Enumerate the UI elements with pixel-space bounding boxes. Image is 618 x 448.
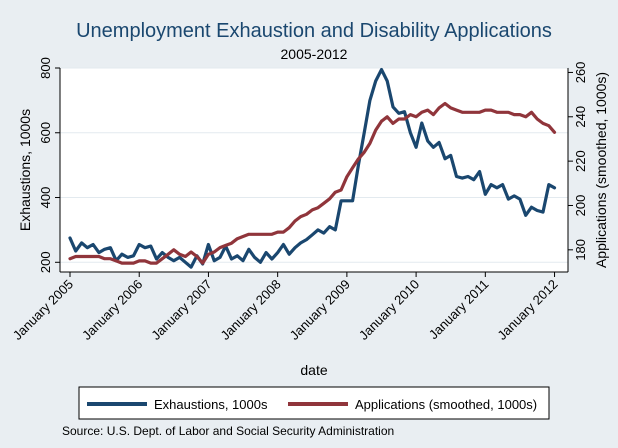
- legend: Exhaustions, 1000s Applications (smoothe…: [78, 386, 550, 420]
- x-tick-label: January 2008: [217, 277, 283, 343]
- left-tick-label: 200: [38, 251, 53, 273]
- y-axis-label-right: Applications (smoothed, 1000s): [593, 72, 609, 268]
- x-tick-label: January 2012: [494, 277, 560, 343]
- right-tick-label: 180: [573, 239, 588, 261]
- x-tick-label: January 2007: [148, 277, 214, 343]
- right-tick-label: 220: [573, 150, 588, 172]
- series-lines: [68, 67, 557, 269]
- x-tick-label: January 2006: [79, 277, 145, 343]
- legend-label-exhaustions: Exhaustions, 1000s: [154, 397, 268, 412]
- left-tick-label: 600: [38, 122, 53, 144]
- axes: [59, 68, 569, 273]
- x-axis-label: date: [300, 362, 327, 378]
- legend-label-applications: Applications (smoothed, 1000s): [355, 397, 537, 412]
- x-tick-label: January 2010: [356, 277, 422, 343]
- x-tick-label: January 2005: [10, 277, 76, 343]
- left-tick-label: 800: [38, 57, 53, 79]
- y-axis-label-left: Exhaustions, 1000s: [17, 109, 33, 231]
- gridlines: [60, 67, 568, 263]
- series-line-applications: [68, 101, 557, 265]
- right-tick-label: 260: [573, 62, 588, 84]
- x-tick-label: January 2009: [287, 277, 353, 343]
- plot-area: [59, 67, 569, 273]
- source-note: Source: U.S. Dept. of Labor and Social S…: [62, 424, 394, 438]
- chart-title: Unemployment Exhaustion and Disability A…: [76, 20, 552, 42]
- left-tick-label: 400: [38, 187, 53, 209]
- right-tick-label: 240: [573, 106, 588, 128]
- right-tick-label: 200: [573, 195, 588, 217]
- chart-subtitle: 2005-2012: [281, 46, 348, 62]
- series-line-exhaustions: [68, 67, 557, 269]
- x-tick-label: January 2011: [426, 277, 492, 343]
